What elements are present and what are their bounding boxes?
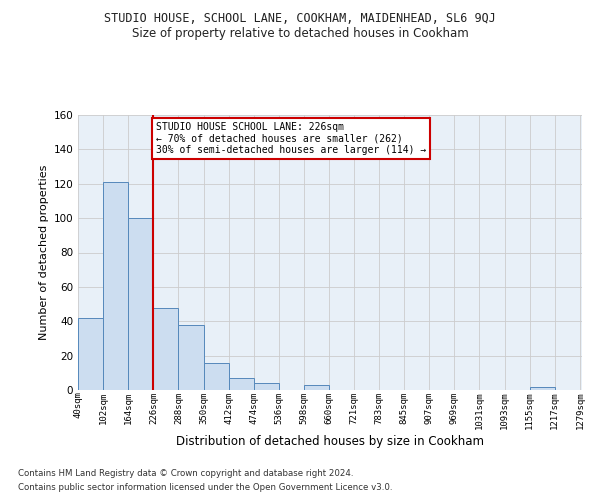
Bar	[78, 318, 103, 390]
Bar	[304, 385, 329, 390]
Bar	[128, 218, 154, 390]
Bar	[154, 308, 178, 390]
Bar	[229, 378, 254, 390]
Bar	[203, 362, 229, 390]
Bar	[103, 182, 128, 390]
Bar	[530, 386, 555, 390]
Text: Contains public sector information licensed under the Open Government Licence v3: Contains public sector information licen…	[18, 484, 392, 492]
Y-axis label: Number of detached properties: Number of detached properties	[39, 165, 49, 340]
X-axis label: Distribution of detached houses by size in Cookham: Distribution of detached houses by size …	[176, 434, 484, 448]
Text: STUDIO HOUSE SCHOOL LANE: 226sqm
← 70% of detached houses are smaller (262)
30% : STUDIO HOUSE SCHOOL LANE: 226sqm ← 70% o…	[156, 122, 426, 155]
Text: Size of property relative to detached houses in Cookham: Size of property relative to detached ho…	[131, 28, 469, 40]
Bar	[178, 324, 203, 390]
Bar	[254, 383, 279, 390]
Text: STUDIO HOUSE, SCHOOL LANE, COOKHAM, MAIDENHEAD, SL6 9QJ: STUDIO HOUSE, SCHOOL LANE, COOKHAM, MAID…	[104, 12, 496, 26]
Text: Contains HM Land Registry data © Crown copyright and database right 2024.: Contains HM Land Registry data © Crown c…	[18, 468, 353, 477]
